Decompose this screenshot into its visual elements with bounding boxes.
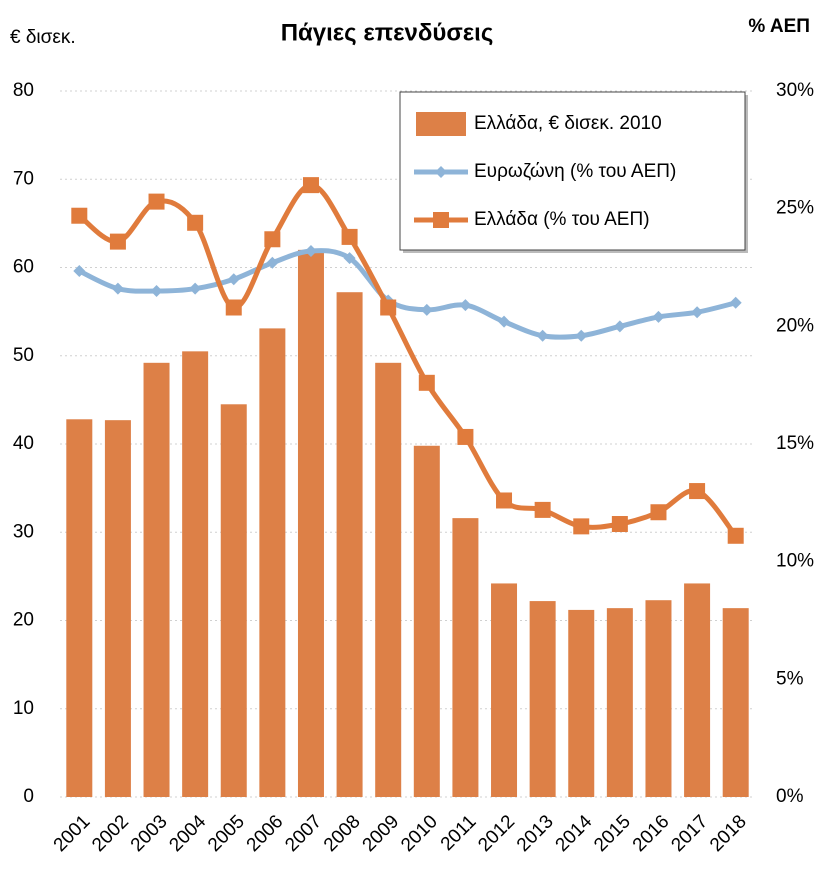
y-tick-label: 10	[13, 698, 34, 719]
marker	[498, 315, 511, 328]
bar	[413, 445, 440, 797]
marker	[264, 231, 281, 248]
y2-tick-label: 5%	[776, 668, 804, 689]
marker	[689, 483, 706, 500]
x-tick-label: 2010	[397, 811, 442, 856]
marker	[652, 310, 665, 323]
x-tick-label: 2007	[281, 811, 326, 856]
marker	[71, 207, 88, 224]
marker	[73, 265, 86, 278]
x-tick-label: 2002	[88, 811, 133, 856]
marker	[266, 256, 279, 269]
marker	[435, 166, 447, 178]
marker	[225, 299, 242, 316]
x-tick-label: 2017	[667, 811, 712, 856]
marker	[109, 233, 126, 250]
bar	[645, 600, 672, 797]
marker	[189, 282, 202, 295]
y2-tick-label: 25%	[776, 198, 814, 219]
marker	[575, 329, 588, 342]
bar	[259, 328, 286, 797]
marker	[534, 501, 551, 518]
marker	[613, 320, 626, 333]
bar	[220, 404, 247, 797]
marker	[418, 374, 435, 391]
y-tick-label: 40	[13, 433, 34, 454]
bar	[104, 420, 131, 797]
marker	[150, 285, 163, 298]
bar	[452, 518, 479, 797]
marker	[459, 299, 472, 312]
x-tick-label: 2018	[706, 811, 751, 856]
bar	[568, 609, 595, 797]
marker	[111, 282, 124, 295]
y-tick-label: 20	[13, 610, 34, 631]
bar	[375, 362, 402, 797]
y2-tick-label: 15%	[776, 433, 814, 454]
x-tick-label: 2011	[437, 811, 481, 855]
x-tick-label: 2015	[590, 811, 635, 856]
marker	[302, 177, 319, 194]
y2-tick-label: 10%	[776, 551, 814, 572]
y2-tick-label: 0%	[776, 786, 804, 807]
bar	[143, 362, 170, 797]
marker	[420, 303, 433, 316]
x-tick-label: 2016	[629, 811, 674, 856]
marker	[727, 527, 744, 544]
marker	[343, 252, 356, 265]
bar	[529, 601, 556, 797]
x-tick-label: 2008	[320, 811, 365, 856]
y-axis-label: € δισεκ.	[10, 27, 76, 48]
x-tick-label: 2012	[474, 811, 519, 856]
marker	[380, 299, 397, 316]
marker	[187, 214, 204, 231]
legend-label: Ελλάδα, € δισεκ. 2010	[474, 113, 662, 134]
y2-tick-label: 30%	[776, 80, 814, 101]
y-tick-label: 50	[13, 345, 34, 366]
marker	[457, 428, 474, 445]
marker	[691, 306, 704, 319]
x-tick-label: 2004	[165, 811, 210, 856]
y-tick-label: 60	[13, 257, 34, 278]
y2-axis-label: % ΑΕΠ	[748, 16, 810, 37]
marker	[650, 504, 667, 521]
marker	[536, 329, 549, 342]
bar	[66, 419, 93, 797]
y-tick-label: 70	[13, 168, 34, 189]
bar	[684, 583, 711, 797]
x-tick-label: 2006	[243, 811, 288, 856]
legend-swatch	[416, 112, 466, 136]
x-tick-label: 2009	[359, 811, 404, 856]
x-tick-label: 2013	[513, 811, 558, 856]
marker	[148, 193, 165, 210]
x-tick-label: 2014	[552, 811, 597, 856]
y-tick-label: 80	[13, 80, 34, 101]
bar	[606, 608, 633, 797]
marker	[729, 296, 742, 309]
bar	[182, 351, 209, 797]
bar	[722, 608, 749, 797]
marker	[496, 492, 513, 509]
line	[78, 248, 737, 340]
marker	[433, 212, 449, 228]
x-tick-label: 2003	[127, 811, 172, 856]
legend-label: Ελλάδα (% του ΑΕΠ)	[474, 209, 650, 230]
y-tick-label: 0	[23, 786, 34, 807]
marker	[227, 273, 240, 286]
marker	[341, 228, 358, 245]
marker	[304, 245, 317, 258]
marker	[611, 516, 628, 533]
x-tick-label: 2005	[204, 811, 249, 856]
y2-tick-label: 20%	[776, 315, 814, 336]
legend-label: Ευρωζώνη (% του ΑΕΠ)	[474, 161, 676, 182]
bar	[336, 292, 363, 797]
chart-title: Πάγιες επενδύσεις	[281, 19, 494, 46]
bar	[491, 583, 518, 797]
bar	[297, 249, 324, 798]
x-tick-label: 2001	[50, 811, 95, 856]
marker	[573, 518, 590, 535]
y-tick-label: 30	[13, 521, 34, 542]
